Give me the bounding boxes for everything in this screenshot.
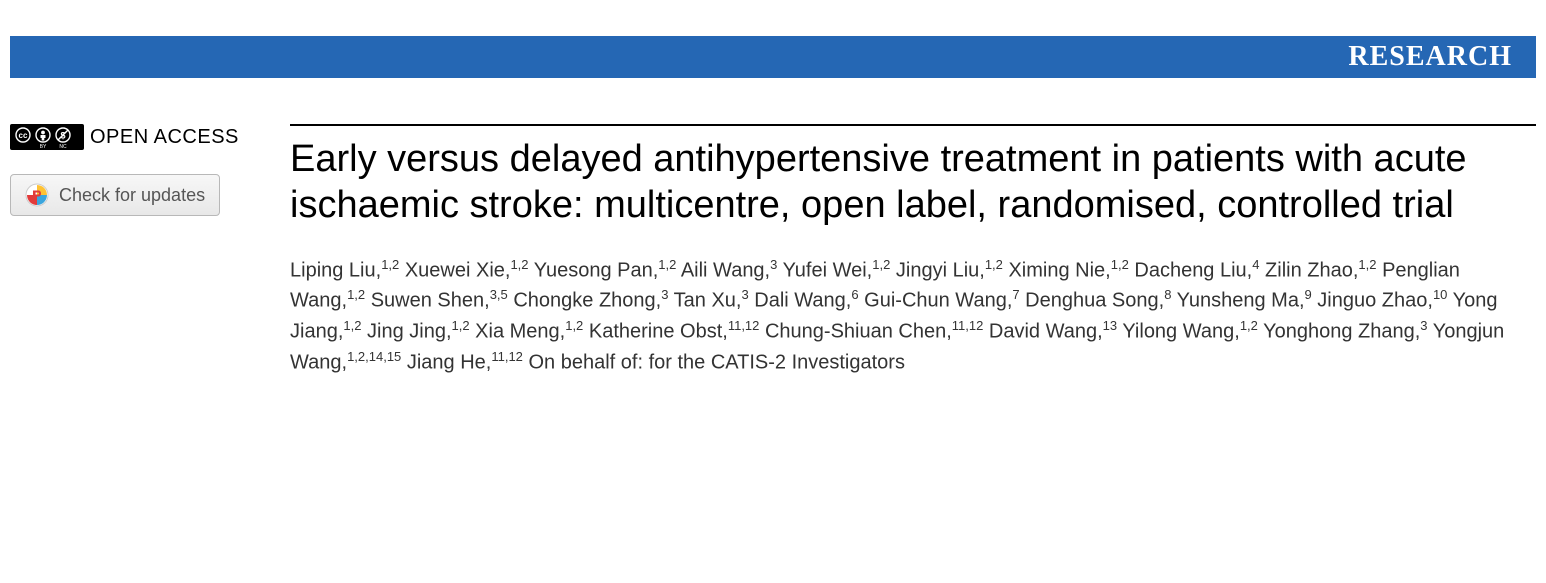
author-name: Jinguo Zhao, [1317, 290, 1433, 312]
author-name: Yuesong Pan, [534, 259, 659, 281]
author-affiliation: 1,2 [452, 318, 470, 333]
author-affiliation: 1,2,14,15 [347, 349, 401, 364]
author-name: Tan Xu, [674, 290, 742, 312]
author-affiliation: 1,2 [658, 257, 676, 272]
author-affiliation: 11,12 [728, 318, 760, 333]
svg-text:NC: NC [59, 144, 67, 150]
author-affiliation: 3 [770, 257, 777, 272]
author-affiliation: 1,2 [872, 257, 890, 272]
author-name: Xia Meng, [475, 321, 565, 343]
author-affiliation: 7 [1012, 287, 1019, 302]
author-name: Chongke Zhong, [513, 290, 661, 312]
author-affiliation: 1,2 [510, 257, 528, 272]
author-name: Ximing Nie, [1008, 259, 1110, 281]
author-affiliation: 4 [1252, 257, 1259, 272]
author-affiliation: 11,12 [952, 318, 984, 333]
author-name: Yunsheng Ma, [1177, 290, 1305, 312]
author-name: Xuewei Xie, [405, 259, 511, 281]
author-affiliation: 11,12 [491, 349, 523, 364]
author-name: Liping Liu, [290, 259, 381, 281]
author-name: Dali Wang, [754, 290, 851, 312]
author-affiliation: 1,2 [1240, 318, 1258, 333]
author-name: David Wang, [989, 321, 1103, 343]
crossmark-icon [25, 183, 49, 207]
header-bar: RESEARCH [10, 36, 1536, 78]
check-updates-label: Check for updates [59, 185, 205, 206]
author-name: Jing Jing, [367, 321, 452, 343]
author-affiliation: 3 [1420, 318, 1427, 333]
author-affiliation: 10 [1433, 287, 1447, 302]
author-name: Suwen Shen, [371, 290, 490, 312]
author-name: Aili Wang, [681, 259, 770, 281]
author-name: Jingyi Liu, [896, 259, 985, 281]
author-list: Liping Liu,1,2 Xuewei Xie,1,2 Yuesong Pa… [290, 255, 1506, 378]
author-affiliation: 1,2 [343, 318, 361, 333]
content-area: cc BY $ NC OPEN ACCESS [0, 124, 1546, 377]
author-name: Yufei Wei, [783, 259, 873, 281]
author-affiliation: 9 [1305, 287, 1312, 302]
article-title: Early versus delayed antihypertensive tr… [290, 136, 1506, 229]
author-affiliation: 1,2 [381, 257, 399, 272]
author-affiliation: 13 [1103, 318, 1117, 333]
author-affiliation: 3 [741, 287, 748, 302]
author-name: Dacheng Liu, [1134, 259, 1252, 281]
on-behalf-text: On behalf of: for the CATIS-2 Investigat… [528, 351, 904, 373]
open-access-badge: cc BY $ NC OPEN ACCESS [10, 124, 262, 150]
author-affiliation: 1,2 [1358, 257, 1376, 272]
author-affiliation: 1,2 [347, 287, 365, 302]
check-updates-button[interactable]: Check for updates [10, 174, 220, 216]
author-name: Gui-Chun Wang, [864, 290, 1012, 312]
author-name: Yilong Wang, [1122, 321, 1239, 343]
author-affiliation: 1,2 [985, 257, 1003, 272]
author-affiliation: 3,5 [490, 287, 508, 302]
author-name: Chung-Shiuan Chen, [765, 321, 952, 343]
author-affiliation: 3 [661, 287, 668, 302]
author-name: Katherine Obst, [589, 321, 728, 343]
sidebar: cc BY $ NC OPEN ACCESS [10, 124, 290, 377]
author-affiliation: 8 [1164, 287, 1171, 302]
svg-text:BY: BY [40, 144, 47, 150]
author-affiliation: 1,2 [1111, 257, 1129, 272]
author-name: Jiang He, [407, 351, 492, 373]
svg-text:cc: cc [19, 131, 28, 140]
author-name: Denghua Song, [1025, 290, 1164, 312]
cc-by-nc-icon: cc BY $ NC [10, 124, 84, 150]
section-label: RESEARCH [1348, 41, 1512, 73]
article-main: Early versus delayed antihypertensive tr… [290, 124, 1536, 377]
open-access-label: OPEN ACCESS [90, 126, 239, 149]
author-affiliation: 1,2 [565, 318, 583, 333]
author-name: Yonghong Zhang, [1263, 321, 1420, 343]
author-affiliation: 6 [851, 287, 858, 302]
author-name: Zilin Zhao, [1265, 259, 1358, 281]
